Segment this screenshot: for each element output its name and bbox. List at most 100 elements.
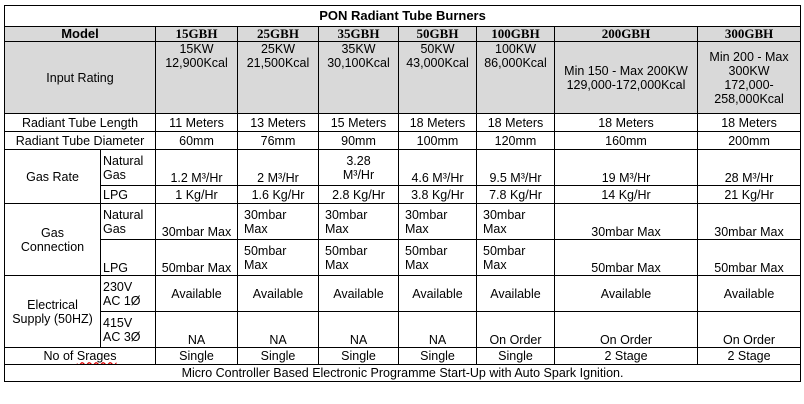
electrical-three-15gbh: NA xyxy=(155,311,238,348)
gas-rate-natural-50gbh: 4.6 M³/Hr xyxy=(398,149,477,186)
stages-25gbh: Single xyxy=(237,347,319,365)
electrical-single-15gbh: Available xyxy=(155,275,238,312)
gas-rate-lpg-row: LPG 1 Kg/Hr 1.6 Kg/Hr 2.8 Kg/Hr 3.8 Kg/H… xyxy=(5,185,802,204)
gas-rate-lpg-label: LPG xyxy=(100,185,156,204)
input-rating-300gbh: Min 200 - Max 300KW 172,000-258,000Kcal xyxy=(696,41,802,114)
tube-length-15gbh: 11 Meters xyxy=(155,113,238,132)
electrical-three-phase-label: 415V AC 3Ø xyxy=(100,311,156,348)
gas-rate-natural-25gbh: 2 M³/Hr xyxy=(237,149,319,186)
gas-connection-label: Gas Connection xyxy=(4,203,101,276)
model-header: Model xyxy=(4,26,156,42)
model-50gbh: 50GBH xyxy=(398,26,477,42)
model-300gbh: 300GBH xyxy=(696,26,802,42)
gas-connection-natural-50gbh: 30mbar Max xyxy=(398,203,477,240)
electrical-three-100gbh: On Order xyxy=(476,311,555,348)
stages-50gbh: Single xyxy=(398,347,477,365)
tube-length-200gbh: 18 Meters xyxy=(554,113,698,132)
input-rating-200gbh: Min 150 - Max 200KW 129,000-172,000Kcal xyxy=(554,41,698,114)
electrical-three-phase-row: 415V AC 3Ø NA NA NA NA On Order On Order… xyxy=(5,311,802,348)
tube-length-25gbh: 13 Meters xyxy=(237,113,319,132)
model-25gbh: 25GBH xyxy=(237,26,319,42)
electrical-single-35gbh: Available xyxy=(318,275,399,312)
input-rating-kw: 100KW xyxy=(495,42,536,57)
title-row: PON Radiant Tube Burners xyxy=(3,5,802,27)
input-rating-25gbh: 25KW 21,500Kcal xyxy=(237,41,319,114)
input-rating-50gbh: 50KW 43,000Kcal xyxy=(398,41,477,114)
input-rating-label: Input Rating xyxy=(4,41,156,114)
gas-connection-lpg-15gbh: 50mbar Max xyxy=(155,239,238,276)
gas-connection-natural-300gbh: 30mbar Max xyxy=(696,203,802,240)
gas-connection-lpg-label: LPG xyxy=(100,239,156,276)
electrical-single-25gbh: Available xyxy=(237,275,319,312)
electrical-single-phase-label: 230V AC 1Ø xyxy=(100,275,156,312)
model-35gbh: 35GBH xyxy=(318,26,399,42)
input-rating-15gbh: 15KW 12,900Kcal xyxy=(155,41,238,114)
model-15gbh: 15GBH xyxy=(155,26,238,42)
electrical-three-25gbh: NA xyxy=(237,311,319,348)
tube-length-35gbh: 15 Meters xyxy=(318,113,399,132)
electrical-three-50gbh: NA xyxy=(398,311,477,348)
input-rating-kw: 50KW xyxy=(420,42,455,57)
gas-rate-lpg-35gbh: 2.8 Kg/Hr xyxy=(318,185,399,204)
tube-diameter-label: Radiant Tube Diameter xyxy=(4,131,156,150)
tube-length-300gbh: 18 Meters xyxy=(696,113,802,132)
stages-label-prefix: No of xyxy=(43,349,77,363)
stages-label-word: Srages xyxy=(76,349,117,363)
input-rating-kcal: 86,000Kcal xyxy=(484,56,547,70)
gas-rate-label: Gas Rate xyxy=(4,149,101,204)
input-rating-kcal: 21,500Kcal xyxy=(246,56,310,70)
tube-diameter-15gbh: 60mm xyxy=(155,131,238,150)
stages-35gbh: Single xyxy=(318,347,399,365)
gas-connection-natural-200gbh: 30mbar Max xyxy=(554,203,698,240)
footer-row: Micro Controller Based Electronic Progra… xyxy=(3,364,802,382)
stages-15gbh: Single xyxy=(155,347,238,365)
tube-length-50gbh: 18 Meters xyxy=(398,113,477,132)
input-rating-kcal: 12,900Kcal xyxy=(165,56,228,70)
gas-rate-natural-label: Natural Gas xyxy=(100,149,156,186)
gas-rate-natural-200gbh: 19 M³/Hr xyxy=(554,149,698,186)
stages-label: No of Srages xyxy=(4,347,156,365)
gas-rate-natural-300gbh: 28 M³/Hr xyxy=(696,149,802,186)
gas-rate-lpg-15gbh: 1 Kg/Hr xyxy=(155,185,238,204)
spec-table-container: PON Radiant Tube Burners Model 15GBH 25G… xyxy=(3,5,802,382)
gas-connection-lpg-100gbh: 50mbar Max xyxy=(476,239,555,276)
electrical-single-50gbh: Available xyxy=(398,275,477,312)
model-100gbh: 100GBH xyxy=(476,26,555,42)
burner-spec-table: PON Radiant Tube Burners Model 15GBH 25G… xyxy=(3,5,802,382)
stages-200gbh: 2 Stage xyxy=(554,347,698,365)
model-200gbh: 200GBH xyxy=(554,26,698,42)
tube-diameter-35gbh: 90mm xyxy=(318,131,399,150)
gas-rate-lpg-25gbh: 1.6 Kg/Hr xyxy=(237,185,319,204)
gas-connection-lpg-25gbh: 50mbar Max xyxy=(237,239,319,276)
model-header-row: Model 15GBH 25GBH 35GBH 50GBH 100GBH 200… xyxy=(4,26,802,42)
electrical-supply-label: Electrical Supply (50HZ) xyxy=(4,275,101,348)
gas-connection-natural-15gbh: 30mbar Max xyxy=(155,203,238,240)
input-rating-row: Input Rating 15KW 12,900Kcal 25KW 21,500Kc… xyxy=(4,41,802,114)
input-rating-kw: 25KW xyxy=(260,42,296,57)
gas-rate-natural-15gbh: 1.2 M³/Hr xyxy=(155,149,238,186)
table-title: PON Radiant Tube Burners xyxy=(3,5,802,27)
gas-connection-lpg-row: LPG 50mbar Max 50mbar Max 50mbar Max 50m… xyxy=(5,239,802,276)
gas-connection-natural-row: Gas Connection Natural Gas 30mbar Max 30… xyxy=(4,203,802,276)
tube-length-label: Radiant Tube Length xyxy=(4,113,156,132)
gas-rate-lpg-200gbh: 14 Kg/Hr xyxy=(554,185,698,204)
input-rating-kcal: 30,100Kcal xyxy=(327,56,390,70)
electrical-three-35gbh: NA xyxy=(318,311,399,348)
gas-connection-lpg-50gbh: 50mbar Max xyxy=(398,239,477,276)
electrical-single-200gbh: Available xyxy=(554,275,698,312)
tube-length-row: Radiant Tube Length 11 Meters 13 Meters … xyxy=(4,113,802,132)
input-rating-kw: 15KW xyxy=(179,42,214,57)
input-rating-35gbh: 35KW 30,100Kcal xyxy=(318,41,399,114)
gas-connection-natural-100gbh: 30mbar Max xyxy=(476,203,555,240)
input-rating-kw: 35KW xyxy=(341,42,376,57)
electrical-three-300gbh: On Order xyxy=(696,311,802,348)
gas-rate-lpg-100gbh: 7.8 Kg/Hr xyxy=(476,185,555,204)
electrical-three-200gbh: On Order xyxy=(554,311,698,348)
tube-diameter-25gbh: 76mm xyxy=(237,131,319,150)
gas-rate-lpg-300gbh: 21 Kg/Hr xyxy=(696,185,802,204)
gas-rate-natural-100gbh: 9.5 M³/Hr xyxy=(476,149,555,186)
gas-connection-natural-label: Natural Gas xyxy=(100,203,156,240)
gas-rate-natural-row: Gas Rate Natural Gas 1.2 M³/Hr 2 M³/Hr 3… xyxy=(4,149,802,204)
gas-connection-lpg-200gbh: 50mbar Max xyxy=(554,239,698,276)
electrical-single-100gbh: Available xyxy=(476,275,555,312)
